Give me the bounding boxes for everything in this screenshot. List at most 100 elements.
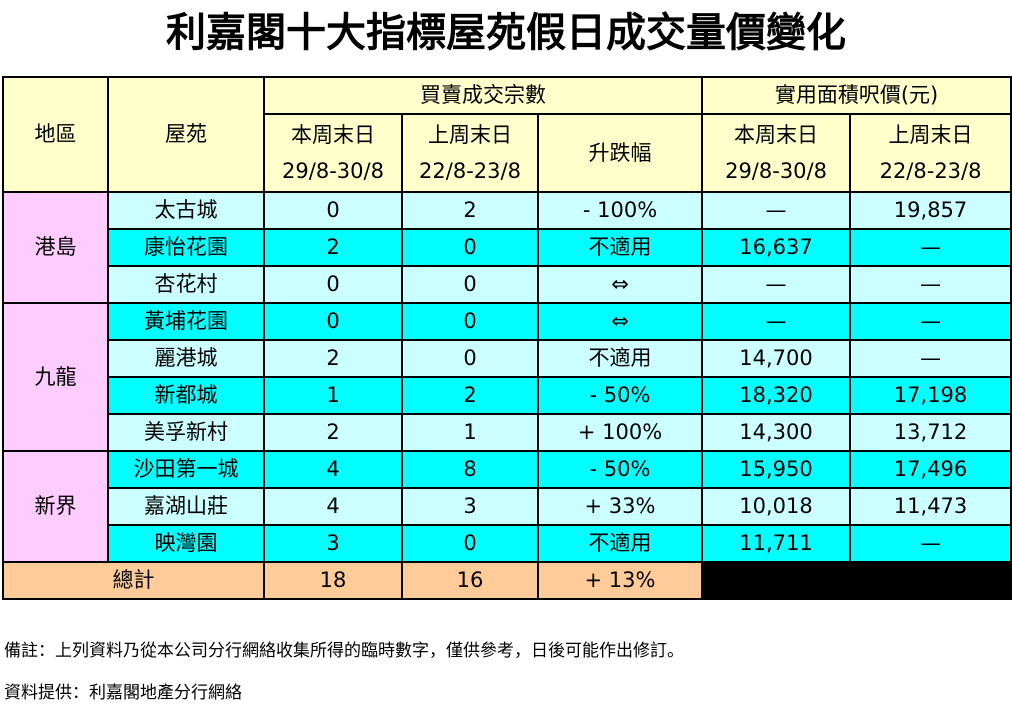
header-group: 實用面積呎價(元) — [701, 76, 1012, 115]
value-cell: 2 — [401, 191, 539, 230]
value-cell: — — [849, 265, 1012, 304]
value-cell: 0 — [401, 265, 539, 304]
value-cell: 14,700 — [701, 339, 852, 378]
header-cell: 升跌幅 — [536, 113, 704, 193]
value-cell: — — [849, 524, 1012, 563]
estate-cell: 太古城 — [107, 191, 265, 230]
header-cell: 地區 — [2, 76, 109, 193]
value-cell: 0 — [401, 339, 539, 378]
value-cell: — — [701, 265, 852, 304]
estate-cell: 康怡花園 — [107, 228, 265, 267]
value-cell: 不適用 — [536, 228, 704, 267]
value-cell: 14,300 — [701, 413, 852, 452]
header-cell: 本周末日 29/8-30/8 — [263, 113, 403, 193]
estate-cell: 沙田第一城 — [107, 450, 265, 489]
value-cell: - 50% — [536, 376, 704, 415]
value-cell: 2 — [263, 413, 403, 452]
estate-cell: 嘉湖山莊 — [107, 487, 265, 526]
table-body: 地區 屋苑 買賣成交宗數 實用面積呎價(元) 本周末日 29/8-30/8 上周末日 22/8… — [2, 76, 1012, 600]
data-row: 嘉湖山莊 4 3 + 33% 10,018 11,473 — [3, 487, 1012, 526]
blank-cell — [701, 561, 1012, 600]
total-value: 18 — [263, 561, 403, 600]
estate-cell: 麗港城 — [107, 339, 265, 378]
data-row: 港島 太古城 0 2- 100% —19,857 — [2, 191, 1012, 304]
title: 利嘉閣十大指標屋苑假日成交量價變化 — [166, 10, 846, 56]
value-cell: 3 — [401, 487, 539, 526]
value-cell: — — [701, 191, 852, 230]
value-cell: 3 — [263, 524, 403, 563]
value-cell: 11,473 — [849, 487, 1012, 526]
value-cell: 13,712 — [849, 413, 1012, 452]
header-dates: 29/8-30/8 — [725, 159, 827, 183]
value-cell: 0 — [263, 265, 403, 304]
value-cell: ⇔ — [536, 265, 704, 304]
value-cell: 0 — [401, 302, 539, 341]
total-row: 總計 18 16 + 13% — [2, 561, 1012, 600]
header-name: 升跌幅 — [588, 141, 652, 165]
value-cell: 10,018 — [701, 487, 852, 526]
value-cell: ⇔ — [536, 302, 704, 341]
value-cell: 8 — [401, 450, 539, 489]
header-dates: 29/8-30/8 — [282, 159, 384, 183]
value-cell: — — [849, 302, 1012, 341]
value-cell: 11,711 — [701, 524, 852, 563]
source: 資料提供：利嘉閣地產分行網絡 — [4, 683, 242, 703]
value-cell: 17,496 — [849, 450, 1012, 489]
header-row: 本周末日 29/8-30/8 上周末日 22/8-23/8 升跌幅 本周末日 29/8-30… — [3, 113, 1012, 193]
header-dates: 22/8-23/8 — [879, 159, 982, 183]
value-cell: — — [849, 228, 1012, 267]
header-name: 本周末日 — [734, 123, 819, 147]
value-cell: 16,637 — [701, 228, 852, 267]
header-cell: 本周末日 29/8-30/8 — [701, 113, 852, 193]
value-cell: + 33% — [536, 487, 704, 526]
header-dates: 22/8-23/8 — [419, 159, 521, 183]
value-cell: 4 — [263, 487, 403, 526]
estate-cell: 黃埔花園 — [107, 302, 265, 341]
value-cell: 1 — [263, 376, 403, 415]
value-cell: — — [849, 339, 1012, 378]
header-cell: 屋苑 — [107, 76, 265, 193]
value-cell: 0 — [263, 191, 403, 230]
value-cell: 2 — [263, 228, 403, 267]
value-cell: + 100% — [536, 413, 704, 452]
data-row: 杏花村 0 0 ⇔ — — — [3, 265, 1012, 304]
value-cell: 2 — [401, 376, 539, 415]
value-cell: 4 — [263, 450, 403, 489]
data-row: 康怡花園 2 0 不適用 16,637— — [3, 228, 1012, 267]
region-cell: 九龍 — [2, 302, 109, 452]
value-cell: 不適用 — [536, 524, 704, 563]
value-cell: - 100% — [536, 191, 704, 230]
header-name: 上周末日 — [888, 123, 973, 147]
value-cell: 15,950 — [701, 450, 852, 489]
total-value: + 13% — [536, 561, 704, 600]
value-cell: - 50% — [536, 450, 704, 489]
header-row: 地區 屋苑 買賣成交宗數 實用面積呎價(元) — [2, 76, 1012, 193]
data-row: 新界 沙田第一城 4 8- 50% 15,950 17,496 — [2, 450, 1012, 563]
region-cell: 新界 — [2, 450, 109, 563]
header-group: 買賣成交宗數 — [262, 76, 704, 115]
total-label: 總計 — [2, 561, 265, 600]
value-cell: 0 — [401, 524, 539, 563]
data-row: 美孚新村 2 1 + 100% 14,300 13,712 — [3, 413, 1012, 452]
data-row: 麗港城 2 0 不適用 14,700— — [3, 339, 1012, 378]
estate-cell: 美孚新村 — [107, 413, 265, 452]
region-cell: 港島 — [2, 191, 109, 304]
value-cell: 0 — [401, 228, 539, 267]
estate-cell: 杏花村 — [107, 265, 265, 304]
value-cell: 17,198 — [849, 376, 1012, 415]
value-cell: 不適用 — [536, 339, 704, 378]
value-cell: 0 — [263, 302, 403, 341]
data-row: 九龍 黃埔花園 0 0 ⇔ — — — [2, 302, 1012, 452]
estate-cell: 新都城 — [107, 376, 265, 415]
data-row: 新都城 1 2- 50% 18,320 17,198 — [3, 376, 1012, 415]
header-name: 本周末日 — [291, 123, 375, 147]
data-row: 映灣園 3 0 不適用 11,711— — [3, 524, 1012, 563]
value-cell: 2 — [263, 339, 403, 378]
header-cell: 上周末日 22/8-23/8 — [401, 113, 539, 193]
total-value: 16 — [401, 561, 539, 600]
header-cell: 上周末日 22/8-23/8 — [849, 113, 1012, 193]
value-cell: 1 — [401, 413, 539, 452]
data-table: 地區 屋苑 買賣成交宗數 實用面積呎價(元) 本周末日 29/8-30/8 上周末日 22/8… — [2, 76, 1012, 600]
note: 備註：上列資料乃從本公司分行網絡收集所得的臨時數字，僅供參考，日後可能作出修訂。 — [4, 641, 684, 661]
